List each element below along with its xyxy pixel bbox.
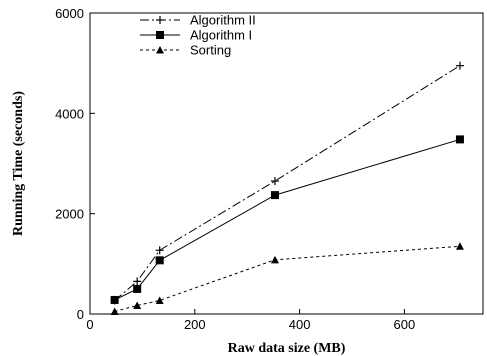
y-tick-label: 0 — [77, 307, 84, 322]
triangle-marker — [110, 307, 119, 315]
legend-item: Algorithm I — [140, 28, 252, 43]
triangle-marker — [270, 255, 279, 264]
triangle-marker — [455, 242, 464, 250]
y-tick-label: 6000 — [55, 6, 84, 21]
y-tick-label: 4000 — [55, 106, 84, 121]
legend-label: Sorting — [190, 43, 231, 58]
series-layer — [110, 61, 464, 315]
square-marker — [155, 256, 164, 265]
legend-label: Algorithm II — [190, 13, 256, 28]
legend-item: Sorting — [140, 43, 231, 58]
x-axis-title: Raw data size (MB) — [228, 341, 346, 356]
plus-marker — [455, 61, 464, 70]
x-tick-label: 200 — [184, 317, 206, 332]
y-axis: 0 2000 4000 6000 — [55, 6, 95, 322]
series-line — [114, 138, 461, 301]
plus-marker — [270, 177, 279, 186]
y-tick-label: 2000 — [55, 207, 84, 222]
x-tick-label: 600 — [394, 317, 416, 332]
triangle-marker — [155, 296, 164, 304]
plot-frame — [89, 12, 484, 315]
square-marker — [110, 295, 119, 304]
x-axis: 0 200 400 600 — [86, 309, 415, 332]
plus-marker — [155, 246, 164, 255]
legend-label: Algorithm I — [190, 28, 252, 43]
square-marker — [270, 191, 279, 200]
triangle-marker — [133, 301, 142, 309]
y-axis-title: Running Time (seconds) — [11, 91, 26, 236]
legend-item: Algorithm II — [140, 13, 256, 28]
square-marker — [156, 31, 164, 39]
square-marker — [455, 135, 464, 144]
series-sorting — [110, 242, 464, 315]
series-line — [114, 245, 460, 312]
series-algorithm-ii — [110, 61, 464, 305]
series-algorithm-i — [110, 135, 464, 304]
square-marker — [133, 284, 142, 293]
triangle-marker — [156, 46, 164, 54]
plus-marker — [156, 16, 164, 24]
plus-marker — [133, 277, 142, 286]
x-tick-label: 0 — [86, 317, 93, 332]
series-line — [114, 65, 461, 301]
x-tick-label: 400 — [289, 317, 311, 332]
